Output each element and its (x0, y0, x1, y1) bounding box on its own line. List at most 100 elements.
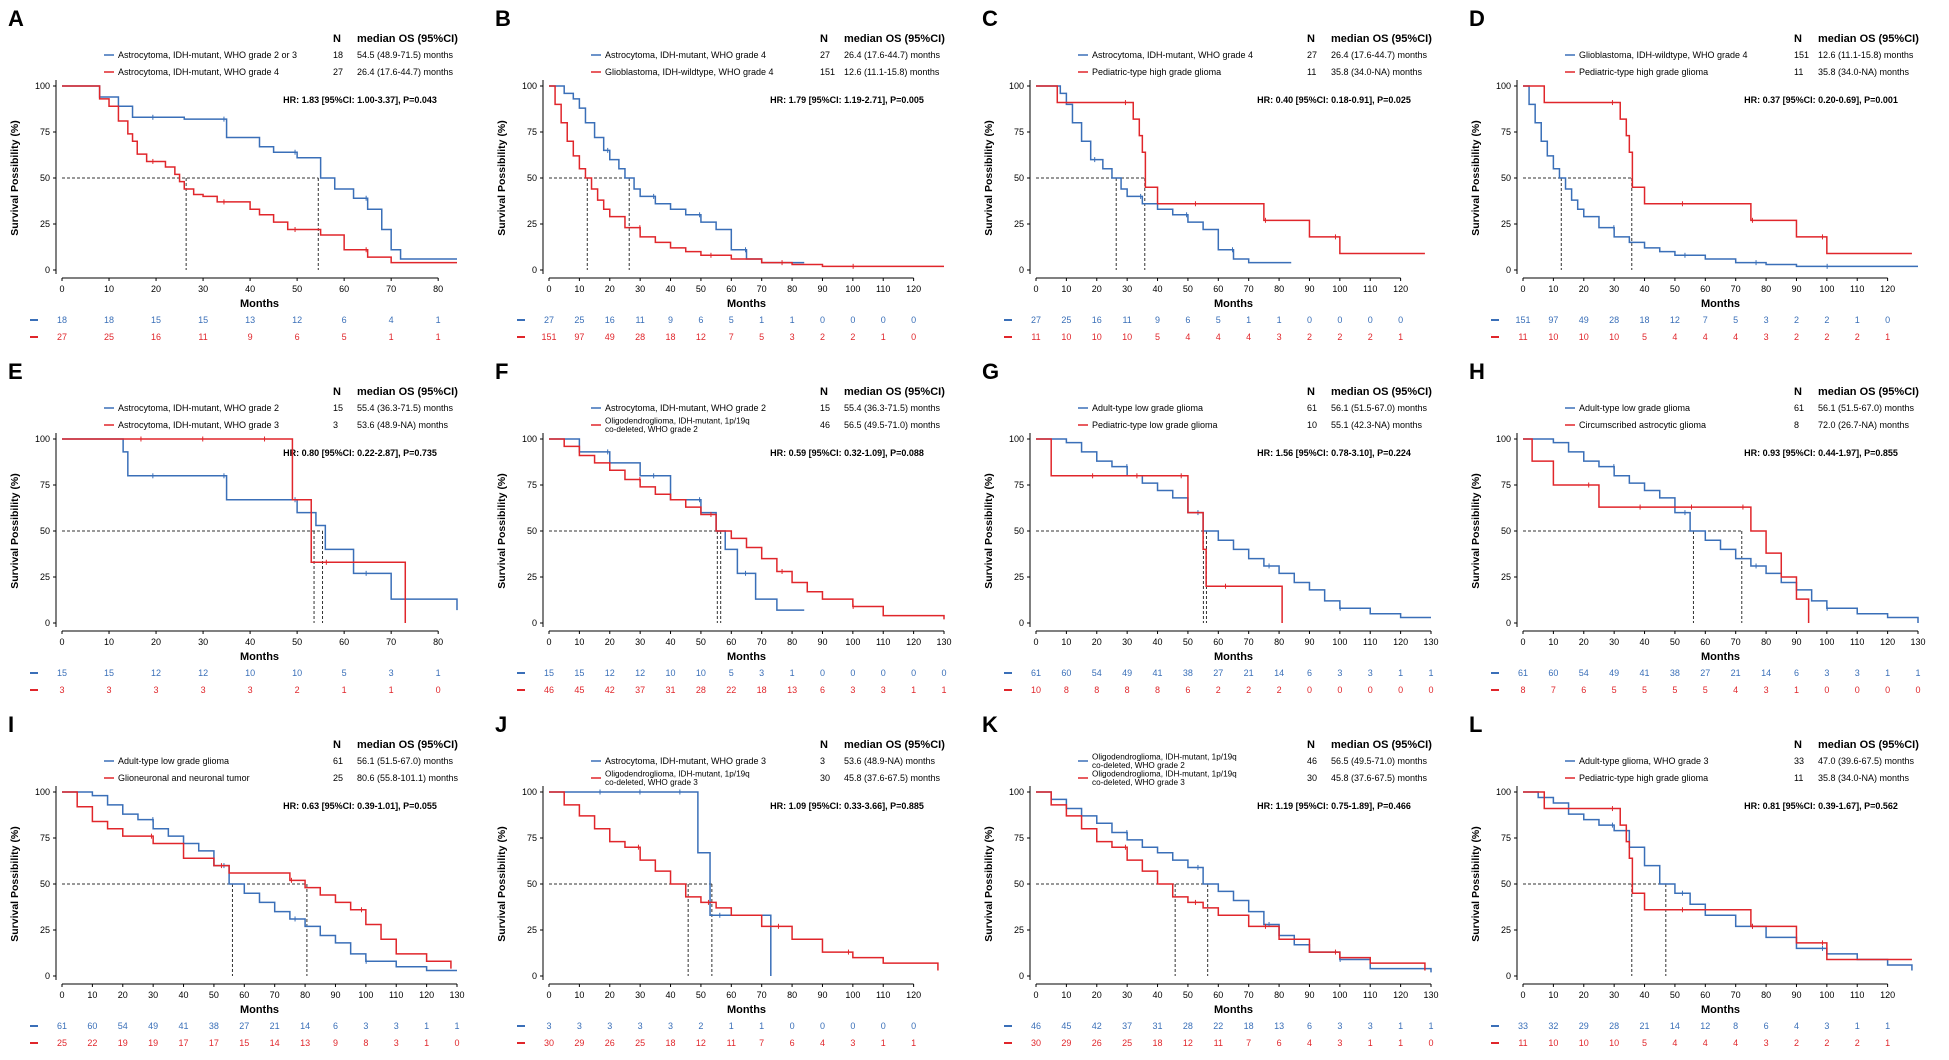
risk-count: 3 (107, 685, 112, 695)
y-tick-label: 25 (527, 219, 537, 229)
hazard-ratio-text: HR: 0.40 [95%CI: 0.18-0.91], P=0.025 (1257, 95, 1411, 105)
risk-count: 16 (1092, 315, 1102, 325)
x-tick-label: 40 (1640, 637, 1650, 647)
risk-count: 4 (389, 315, 394, 325)
survival-curve-blue (549, 791, 772, 976)
risk-count: 1 (1428, 1021, 1433, 1031)
legend-n-value: 27 (1307, 50, 1317, 60)
legend-median-value: 72.0 (26.7-NA) months (1818, 420, 1910, 430)
y-tick-label: 0 (45, 618, 50, 628)
risk-count: 7 (1703, 315, 1708, 325)
x-tick-label: 50 (696, 990, 706, 1000)
x-tick-label: 30 (198, 284, 208, 294)
y-tick-label: 100 (1009, 434, 1024, 444)
legend-label-blue: Adult-type low grade glioma (1092, 403, 1203, 413)
legend-median-value: 55.1 (42.3-NA) months (1331, 420, 1423, 430)
risk-count: 3 (1764, 315, 1769, 325)
risk-count: 54 (1092, 668, 1102, 678)
legend-label-red: Glioblastoma, IDH-wildtype, WHO grade 4 (605, 67, 774, 77)
legend-n-header: N (1307, 386, 1315, 398)
x-tick-label: 110 (1850, 990, 1864, 1000)
risk-count: 6 (1185, 685, 1190, 695)
x-tick-label: 10 (1061, 284, 1071, 294)
legend-median-header: median OS (95%CI) (357, 386, 458, 398)
risk-count: 0 (820, 1021, 825, 1031)
x-tick-label: 10 (104, 637, 114, 647)
legend-median-value: 56.5 (49.5-71.0) months (844, 420, 941, 430)
risk-count: 9 (668, 315, 673, 325)
risk-count: 2 (1277, 685, 1282, 695)
legend-n-value: 46 (820, 420, 830, 430)
x-tick-label: 80 (787, 637, 797, 647)
hazard-ratio-text: HR: 1.09 [95%CI: 0.33-3.66], P=0.885 (770, 801, 924, 811)
risk-count: 2 (1216, 685, 1221, 695)
x-tick-label: 40 (1640, 284, 1650, 294)
x-tick-label: 100 (1332, 284, 1347, 294)
risk-count: 2 (850, 332, 855, 342)
y-tick-label: 75 (527, 480, 537, 490)
risk-count: 3 (1855, 668, 1860, 678)
risk-count: 3 (154, 685, 159, 695)
x-tick-label: 0 (59, 284, 64, 294)
risk-count: 15 (544, 668, 554, 678)
x-tick-label: 90 (817, 637, 827, 647)
x-tick-label: 130 (449, 990, 464, 1000)
risk-count: 14 (1761, 668, 1771, 678)
legend-label-blue: Astrocytoma, IDH-mutant, WHO grade 4 (605, 50, 766, 60)
x-tick-label: 90 (1304, 284, 1314, 294)
risk-count: 61 (1031, 668, 1041, 678)
x-tick-label: 10 (1548, 990, 1558, 1000)
x-tick-label: 50 (1183, 637, 1193, 647)
risk-count: 5 (342, 332, 347, 342)
y-axis-title: Survival Possibility (%) (983, 473, 995, 589)
legend-median-value: 45.8 (37.6-67.5) months (844, 773, 941, 783)
risk-count: 1 (911, 685, 916, 695)
legend-n-value: 18 (333, 50, 343, 60)
risk-count: 8 (1155, 685, 1160, 695)
risk-count: 0 (820, 668, 825, 678)
risk-count: 13 (787, 685, 797, 695)
x-tick-label: 120 (1393, 284, 1408, 294)
survival-curve-blue (62, 438, 458, 611)
legend-n-value: 33 (1794, 756, 1804, 766)
panel-letter: K (982, 712, 998, 737)
x-tick-label: 20 (605, 284, 615, 294)
y-tick-label: 0 (1019, 265, 1024, 275)
risk-count: 28 (1609, 315, 1619, 325)
survival-curve-blue (1036, 85, 1292, 264)
risk-count: 6 (1307, 1021, 1312, 1031)
hazard-ratio-text: HR: 0.63 [95%CI: 0.39-1.01], P=0.055 (283, 801, 437, 811)
km-panel-l: L N median OS (95%CI) Adult-type glioma, WH… (1469, 712, 1919, 1048)
hazard-ratio-text: HR: 0.59 [95%CI: 0.32-1.09], P=0.088 (770, 448, 924, 458)
hazard-ratio-text: HR: 0.93 [95%CI: 0.44-1.97], P=0.855 (1744, 448, 1898, 458)
risk-count: 14 (300, 1021, 310, 1031)
risk-count: 15 (239, 1038, 249, 1048)
legend-label-red: Circumscribed astrocytic glioma (1579, 420, 1706, 430)
x-tick-label: 120 (1880, 990, 1895, 1000)
x-tick-label: 0 (546, 637, 551, 647)
risk-count: 18 (1244, 1021, 1254, 1031)
legend-median-value: 53.6 (48.9-NA) months (357, 420, 449, 430)
risk-count: 1 (424, 1038, 429, 1048)
risk-count: 2 (698, 1021, 703, 1031)
risk-count: 2 (1794, 332, 1799, 342)
risk-count: 1 (1855, 1021, 1860, 1031)
risk-count: 29 (574, 1038, 584, 1048)
km-panel-d: D N median OS (95%CI) Glioblastoma, IDH-wil… (1469, 6, 1919, 342)
risk-count: 0 (1307, 685, 1312, 695)
x-tick-label: 50 (1183, 284, 1193, 294)
hazard-ratio-text: HR: 1.83 [95%CI: 1.00-3.37], P=0.043 (283, 95, 437, 105)
km-panel-a: A N median OS (95%CI) Astrocytoma, IDH-muta… (8, 6, 458, 342)
risk-count: 11 (1122, 315, 1131, 325)
risk-count: 10 (1122, 332, 1132, 342)
x-tick-label: 70 (1244, 284, 1254, 294)
risk-count: 60 (1061, 668, 1071, 678)
x-tick-label: 0 (59, 637, 64, 647)
risk-count: 1 (1277, 315, 1282, 325)
x-tick-label: 70 (386, 637, 396, 647)
legend-label-blue: Adult-type glioma, WHO grade 3 (1579, 756, 1709, 766)
risk-count: 1 (729, 1021, 734, 1031)
risk-count: 21 (1640, 1021, 1650, 1031)
x-tick-label: 110 (1850, 637, 1864, 647)
survival-curve-red (1523, 438, 1810, 623)
